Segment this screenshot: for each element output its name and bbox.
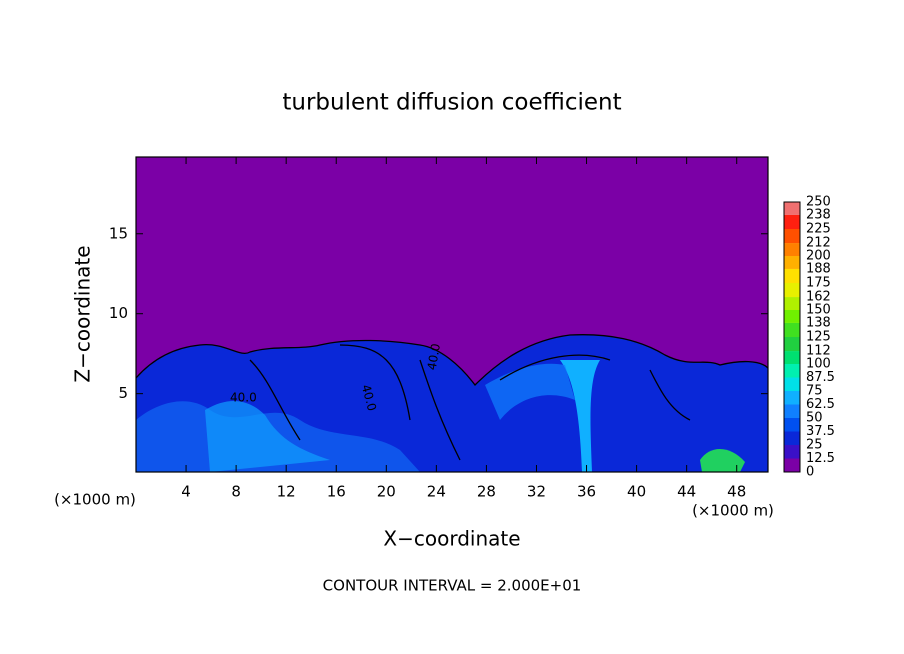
x-tick-label: 48	[727, 483, 746, 501]
colorbar-bin	[784, 377, 800, 391]
colorbar-label: 62.5	[806, 397, 835, 412]
colorbar-bin	[784, 243, 800, 256]
colorbar-bin	[784, 268, 800, 283]
x-tick-label: 32	[527, 483, 546, 501]
colorbar-label: 25	[806, 438, 823, 453]
colorbar-bin	[784, 445, 800, 459]
colorbar-bin	[784, 256, 800, 269]
x-tick-label: 36	[577, 483, 596, 501]
colorbar-bin	[784, 310, 800, 323]
colorbar-label: 175	[806, 276, 831, 291]
colorbar-bin	[784, 391, 800, 405]
x-unit-label: (×1000 m)	[692, 502, 774, 520]
contour-line	[135, 334, 769, 386]
colorbar-label: 125	[806, 330, 831, 345]
colorbar-label: 162	[806, 290, 831, 305]
colorbar-label: 225	[806, 222, 831, 237]
x-tick-label: 12	[277, 483, 296, 501]
colorbar-label: 87.5	[806, 370, 835, 385]
contour-label: 40.0	[230, 391, 257, 405]
colorbar-label: 138	[806, 315, 831, 330]
y-tick-label: 10	[109, 304, 128, 322]
colorbar-bin	[784, 214, 800, 229]
field-region	[205, 400, 330, 472]
field: 40.0 40.0 40.0	[135, 157, 769, 472]
field-region	[485, 363, 575, 420]
x-tick-label: 4	[181, 483, 191, 501]
colorbar-label: 250	[806, 195, 831, 210]
colorbar-label: 112	[806, 344, 831, 359]
colorbar-bin	[784, 322, 800, 337]
colorbar-bin	[784, 404, 800, 418]
plot-frame	[135, 156, 769, 473]
colorbar-label: 75	[806, 384, 823, 399]
x-tick-label: 40	[627, 483, 646, 501]
x-tick-label: 44	[677, 483, 696, 501]
colorbar-bin	[784, 364, 800, 378]
colorbar-label: 12.5	[806, 451, 835, 466]
colorbar-label: 150	[806, 303, 831, 318]
y-axis-label: Z−coordinate	[71, 245, 95, 382]
x-axis-label: X−coordinate	[383, 527, 520, 551]
colorbar-bin	[784, 418, 800, 432]
colorbar-bin	[784, 283, 800, 298]
colorbar-bin	[784, 337, 800, 352]
field-region	[560, 360, 600, 472]
colorbar-label: 238	[806, 207, 831, 222]
x-tick-label: 20	[377, 483, 396, 501]
colorbar-label: 188	[806, 261, 831, 276]
footer-note: CONTOUR INTERVAL = 2.000E+01	[323, 577, 582, 595]
colorbar-label: 212	[806, 236, 831, 251]
contour-line	[249, 344, 691, 461]
x-tick-label: 28	[477, 483, 496, 501]
colorbar-bin	[784, 431, 800, 445]
colorbar-bin	[784, 229, 800, 244]
colorbar-bin	[784, 297, 800, 310]
colorbar-label: 200	[806, 249, 831, 264]
x-tick-label: 16	[327, 483, 346, 501]
y-tick-label: 15	[109, 224, 128, 242]
colorbar-label: 37.5	[806, 424, 835, 439]
colorbar-bin	[784, 351, 800, 364]
x-tick-label: 8	[231, 483, 241, 501]
field-region	[700, 448, 745, 472]
colorbar-label: 0	[806, 465, 814, 480]
colorbar-label: 50	[806, 411, 823, 426]
colorbar-label: 100	[806, 357, 831, 372]
colorbar-frame	[783, 201, 801, 473]
y-tick-label: 5	[118, 384, 128, 402]
x-unit-label: (×1000 m)	[54, 491, 136, 509]
chart-title: turbulent diffusion coefficient	[282, 90, 621, 116]
contour-label: 40.0	[425, 342, 443, 371]
colorbar-bin	[784, 458, 800, 472]
contour-label: 40.0	[359, 383, 379, 412]
x-tick-label: 24	[427, 483, 446, 501]
colorbar-bin	[784, 202, 800, 215]
